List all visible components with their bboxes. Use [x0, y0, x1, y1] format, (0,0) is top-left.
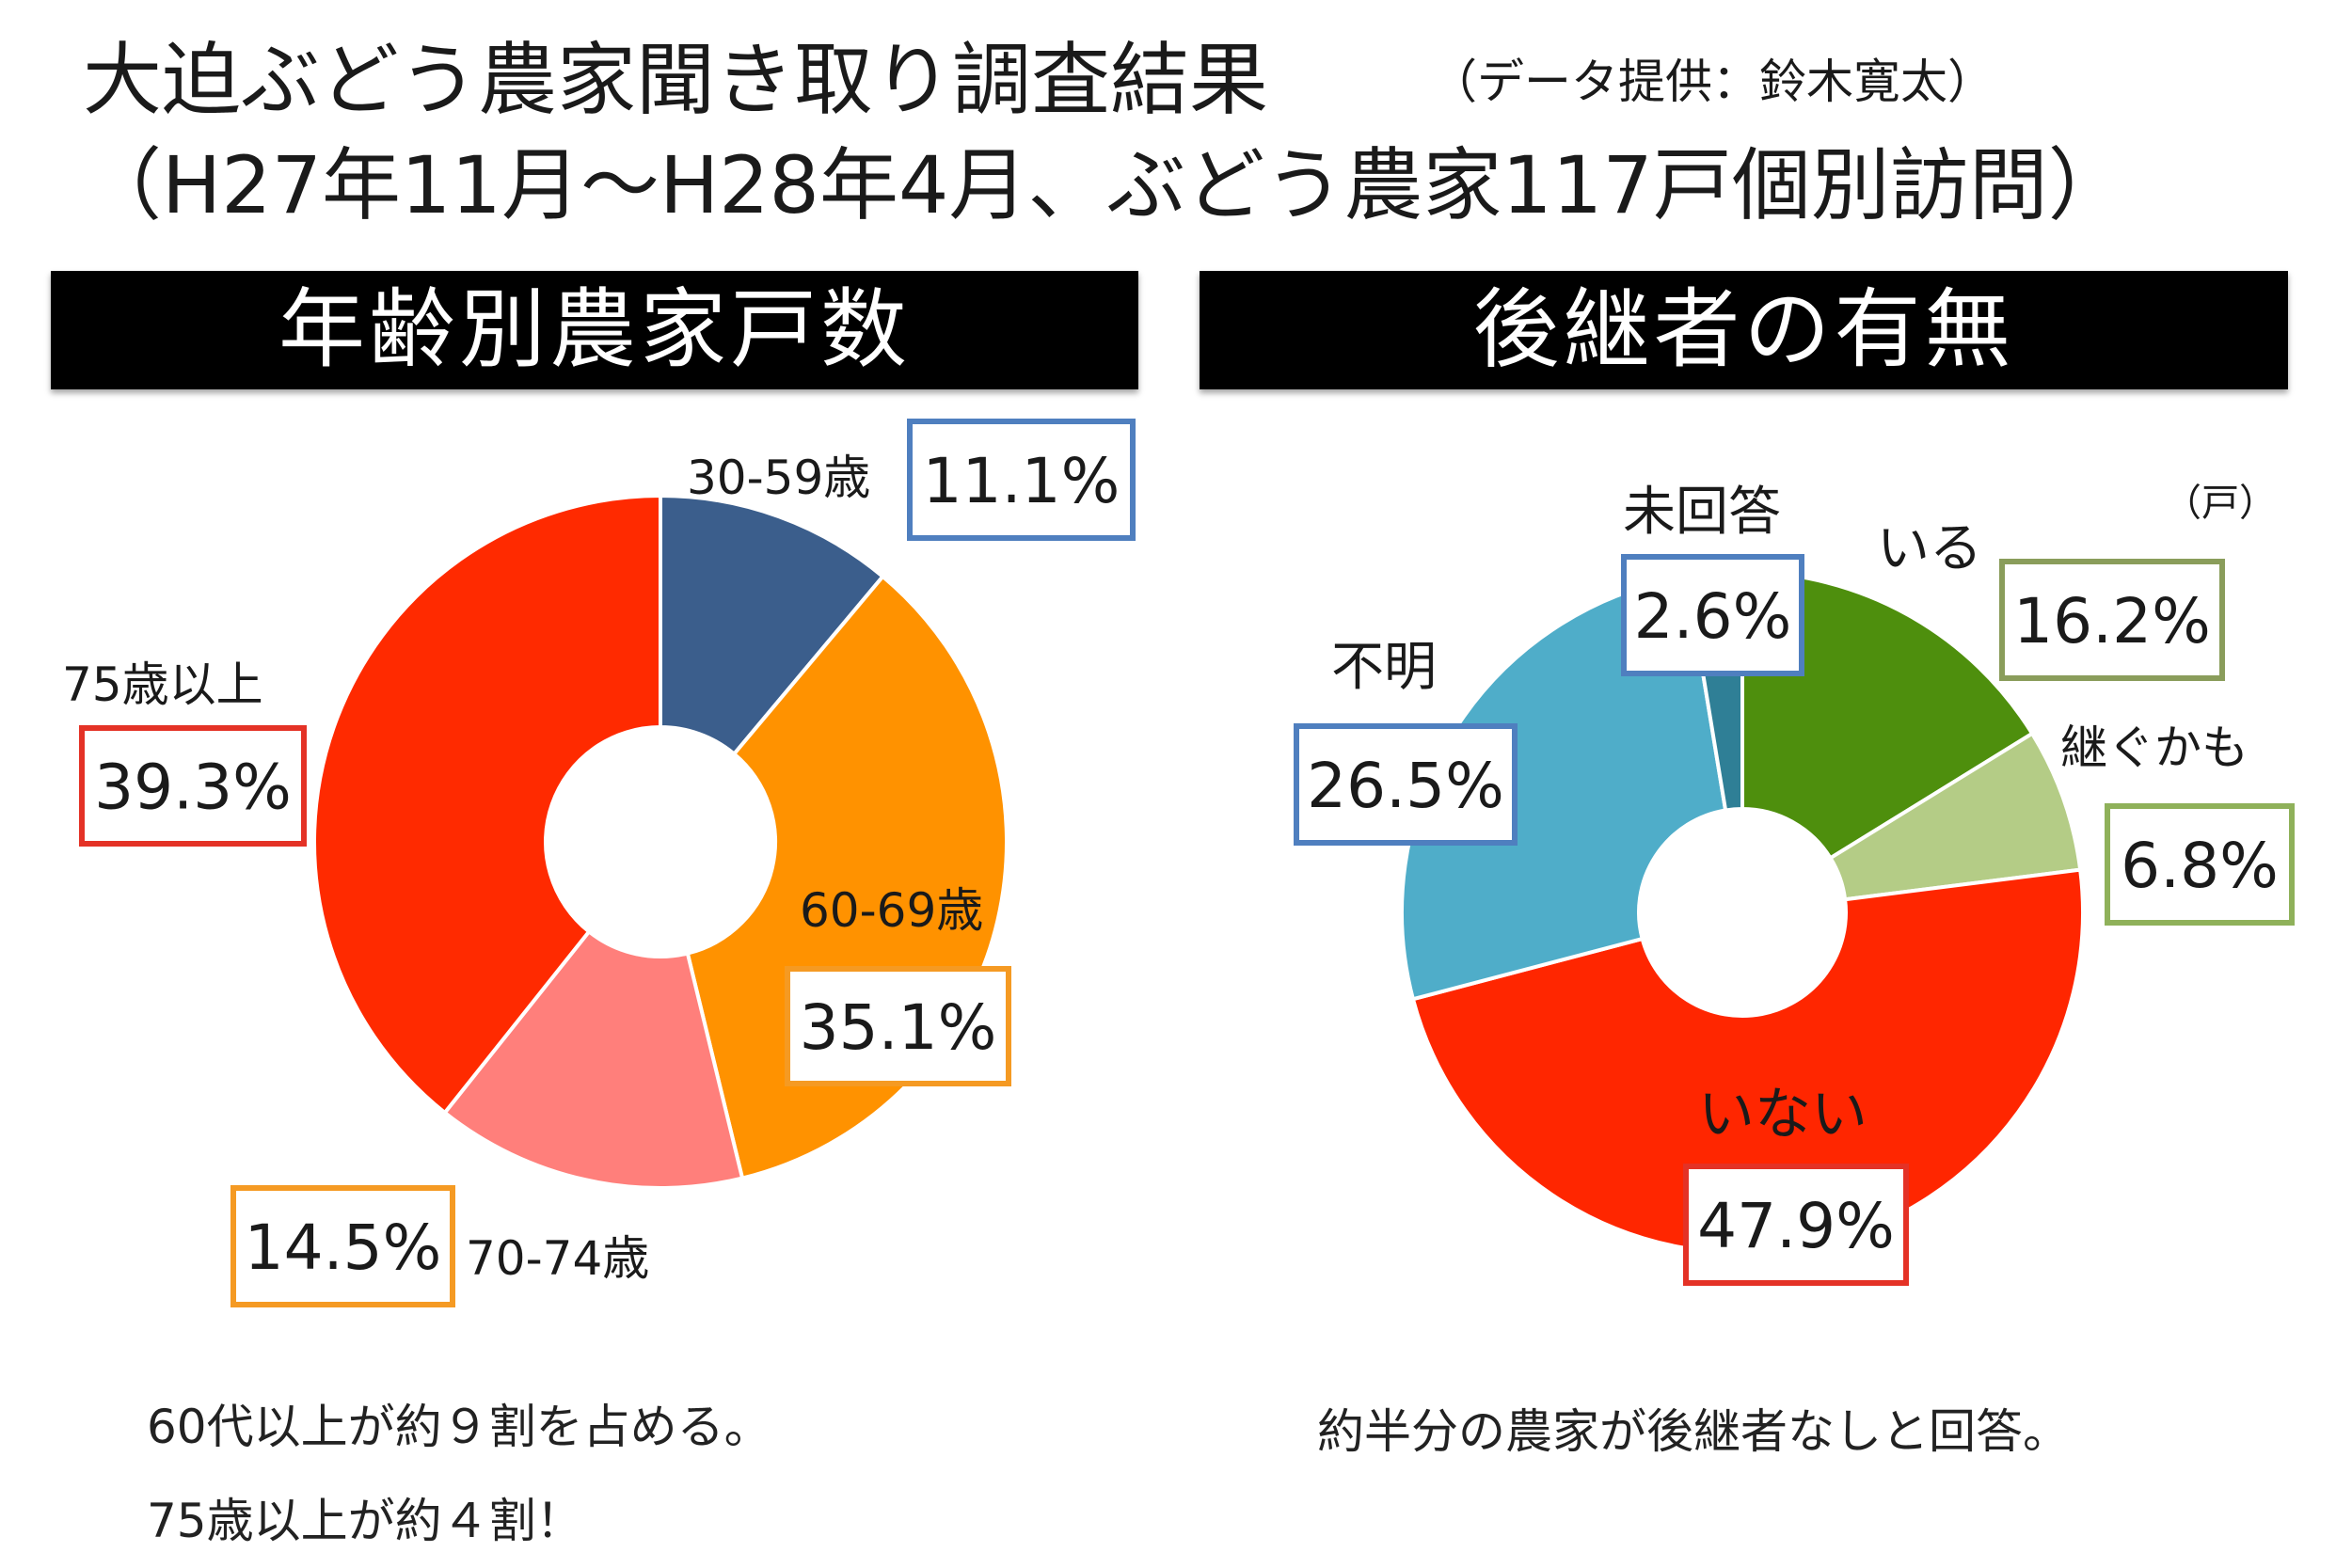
age-chart-title: 年齢別農家戸数: [51, 271, 1138, 389]
value-label-0: 16.2%: [2013, 585, 2211, 657]
value-label-box-3: [1294, 723, 1518, 846]
value-label-box-3: [79, 725, 307, 847]
value-label-box-0: [907, 419, 1136, 541]
category-label-3: 不明: [1331, 637, 1437, 698]
category-label-4: 未回答: [1623, 482, 1781, 543]
category-label-2: いない: [1698, 1082, 1867, 1148]
category-label-3: 75歳以上: [62, 657, 263, 712]
value-label-2: 47.9%: [1697, 1190, 1895, 1262]
value-label-0: 11.1%: [923, 445, 1120, 517]
age-donut-chart: 30-59歳 60-69歳 70-74歳 75歳以上 11.1% 35.1% 14.5% 39…: [62, 419, 1136, 1307]
value-label-box-2: [230, 1185, 455, 1307]
data-credit: （データ提供：鈴木寛太）: [1430, 55, 1994, 109]
donut-slice-2: [1410, 867, 2086, 1256]
value-label-3: 39.3%: [94, 752, 292, 824]
successor-chart-title: 後継者の有無: [1200, 271, 2288, 389]
category-label-0: 30-59歳: [687, 451, 870, 505]
category-label-0: いる: [1877, 518, 1982, 579]
donut-slice-0: [659, 493, 886, 757]
value-label-3: 26.5%: [1307, 750, 1504, 822]
page-title: 大迫ぶどう農家聞き取り調査結果: [83, 34, 1269, 126]
successor-note: 約半分の農家が後継者なしと回答。: [1317, 1404, 2070, 1459]
value-label-box-2: [1683, 1164, 1909, 1286]
value-label-box-1: [785, 966, 1011, 1086]
unit-label: （戸）: [2164, 482, 2277, 525]
donut-slice-3: [312, 493, 662, 1116]
value-label-2: 14.5%: [245, 1212, 442, 1284]
value-label-box-0: [1999, 559, 2225, 681]
category-label-2: 70-74歳: [466, 1231, 649, 1286]
value-label-1: 6.8%: [2121, 830, 2279, 902]
donut-slice-2: [442, 928, 745, 1190]
value-label-1: 35.1%: [800, 991, 997, 1064]
age-note-2: 75歳以上が約４割！: [147, 1494, 583, 1548]
category-label-1: 継ぐかも: [2060, 721, 2249, 775]
value-label-4: 2.6%: [1634, 580, 1792, 653]
value-label-box-4: [1621, 554, 1804, 676]
category-label-1: 60-69歳: [800, 883, 983, 938]
value-label-box-1: [2105, 803, 2295, 926]
donut-slice-3: [1400, 574, 1728, 1002]
page-subtitle: （H27年11月〜H28年4月、ぶどう農家117戸個別訪問）: [83, 139, 2127, 231]
age-note-1: 60代以上が約９割を占める。: [147, 1400, 771, 1454]
donut-slice-0: [1740, 569, 2035, 861]
